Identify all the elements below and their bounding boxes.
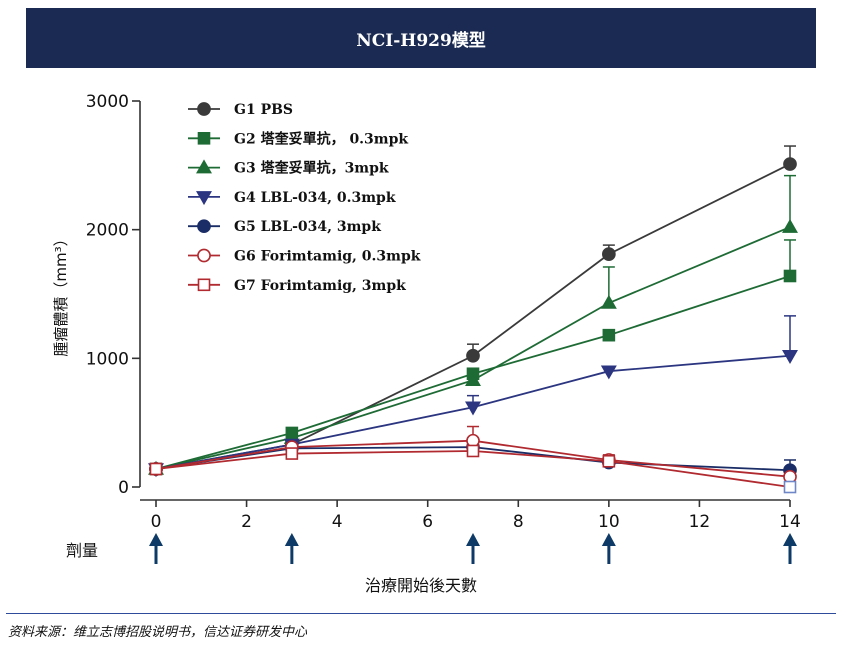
y-tick-label: 3000 <box>86 92 129 112</box>
x-tick-label: 10 <box>598 512 620 532</box>
legend-label: G6 Forimtamig, 0.3mpk <box>234 249 421 265</box>
data-point <box>602 328 616 342</box>
data-point <box>783 269 797 283</box>
dose-arrow <box>149 533 163 564</box>
dose-arrow <box>284 533 299 564</box>
tumor-volume-chart: 0 1000 2000 3000 0 2 4 6 8 10 12 14 腫瘤體積（mm³） G1 PBS G… <box>52 92 801 564</box>
dose-arrow-head <box>284 533 299 546</box>
y-tick-label: 2000 <box>86 221 129 241</box>
legend-label: G2 塔奎妥單抗， 0.3mpk <box>234 130 408 147</box>
legend-marker <box>197 102 211 116</box>
legend-marker <box>197 132 211 145</box>
y-axis-title: 腫瘤體積（mm³） <box>52 231 70 356</box>
legend-marker <box>197 248 211 263</box>
dose-arrow <box>783 533 797 564</box>
x-tick-label: 0 <box>151 512 162 532</box>
data-point <box>466 444 480 458</box>
legend-label: G4 LBL-034, 0.3mpk <box>234 190 396 206</box>
dose-label: 劑量 <box>66 541 99 560</box>
data-point <box>783 480 797 494</box>
series-7 <box>149 444 797 494</box>
x-tick-label: 4 <box>332 512 343 532</box>
x-tick-label: 2 <box>241 512 252 532</box>
legend-label: G1 PBS <box>234 102 293 118</box>
footer-divider <box>6 613 836 614</box>
y-tick-label: 1000 <box>86 349 129 369</box>
data-point <box>783 157 797 171</box>
chart-banner: NCI-H929模型 <box>26 8 816 68</box>
x-tick-label: 12 <box>689 512 711 532</box>
data-point <box>465 401 481 416</box>
dose-arrow-head <box>466 533 480 546</box>
banner-title: NCI-H929模型 <box>356 30 486 51</box>
legend-marker <box>197 278 211 292</box>
data-point <box>602 454 616 468</box>
dose-arrow <box>466 533 480 564</box>
dose-arrow-head <box>601 533 616 546</box>
source-note: 资料来源：维立志博招股说明书，信达证券研发中心 <box>8 625 308 640</box>
data-point <box>600 365 617 380</box>
x-tick-label: 14 <box>779 512 801 532</box>
data-point <box>782 350 798 364</box>
x-tick-label: 6 <box>422 512 433 532</box>
legend-label: G3 塔奎妥單抗，3mpk <box>234 160 389 177</box>
legend-marker <box>196 159 212 174</box>
legend-label: G5 LBL-034, 3mpk <box>234 219 381 235</box>
data-point <box>465 371 481 386</box>
data-point <box>782 218 798 233</box>
x-tick-label: 8 <box>513 512 524 532</box>
data-point <box>285 447 299 460</box>
data-point <box>466 348 480 363</box>
dose-arrow <box>601 533 616 564</box>
legend-label: G7 Forimtamig, 3mpk <box>234 278 406 294</box>
x-axis-title: 治療開始後天數 <box>364 576 477 595</box>
legend-marker <box>197 219 211 234</box>
dose-arrow-head <box>783 533 797 546</box>
data-point <box>600 294 617 309</box>
y-tick-label: 0 <box>118 478 129 498</box>
data-point <box>602 247 616 261</box>
dose-arrow-head <box>149 533 163 546</box>
data-point <box>149 462 163 476</box>
legend-marker <box>196 191 212 206</box>
series-line <box>155 163 791 470</box>
